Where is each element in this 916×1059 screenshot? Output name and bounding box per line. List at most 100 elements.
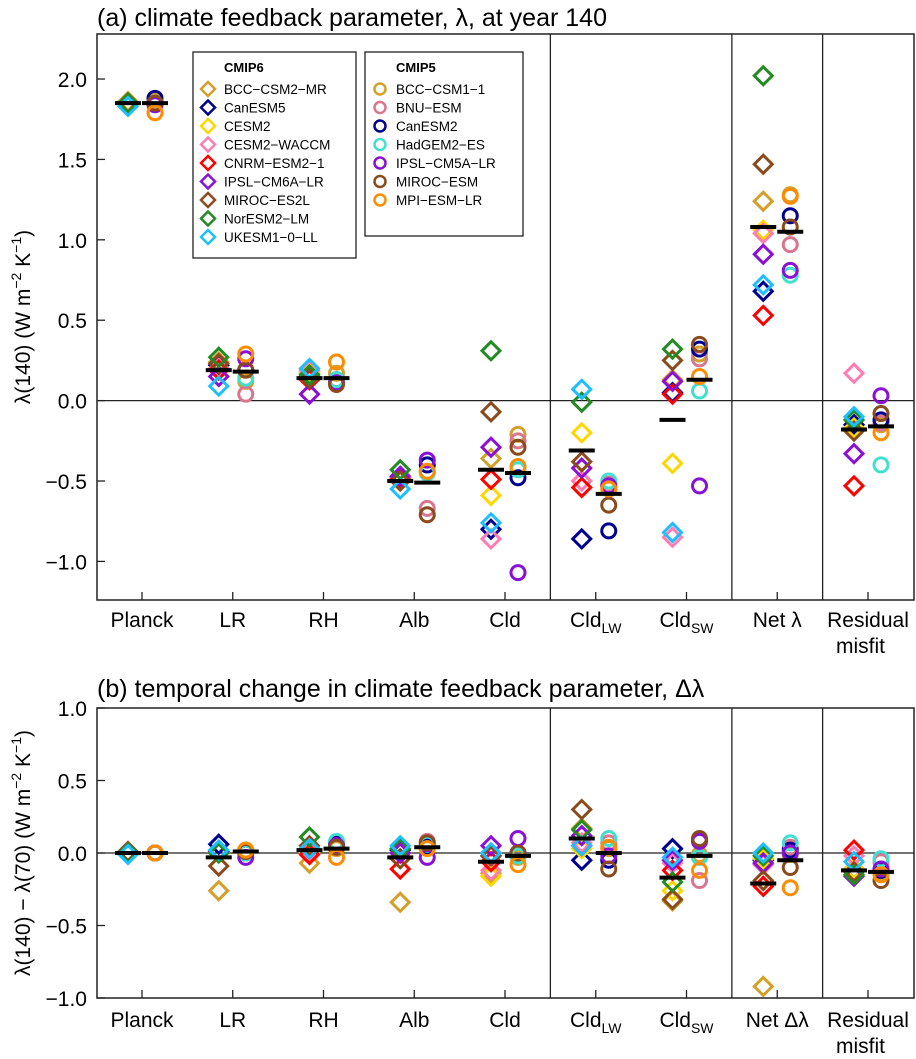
legend-diamond-icon <box>199 209 217 228</box>
cmip6-marker-5-1 <box>207 365 230 388</box>
legend-diamond-icon <box>199 135 217 154</box>
x-category-label-main: LR <box>219 609 246 632</box>
cmip6-marker-6-6 <box>661 349 684 372</box>
cmip6-marker-5-6 <box>661 849 684 872</box>
cmip5-marker-5-5 <box>600 860 618 878</box>
x-category-label: LR <box>219 609 246 632</box>
cmip5-marker-3-8 <box>872 456 890 474</box>
cmip5-marker-6-7 <box>781 879 799 897</box>
legend-entry: CNRM−ESM2−1 <box>224 156 325 171</box>
cmip6-marker-2-5 <box>570 421 593 444</box>
x-category-label-subscript: LW <box>602 620 623 636</box>
y-axis-label-sup: −1 <box>8 737 24 753</box>
cmip5-marker-4-3 <box>418 451 436 469</box>
cmip5-marker-5-5 <box>600 496 618 514</box>
cmip5-marker-4-8 <box>872 387 890 405</box>
cmip6-marker-1-1 <box>207 833 230 856</box>
legend-circle-icon <box>373 100 387 115</box>
x-category-label-main: Net Δλ <box>746 1009 810 1032</box>
cmip6-marker-8-3 <box>389 834 412 857</box>
cmip6-marker-6-2 <box>298 834 321 857</box>
cmip6-marker-6-2 <box>298 366 321 390</box>
cmip6-marker-8-8 <box>842 405 866 428</box>
panel-title: (a) climate feedback parameter, λ, at ye… <box>97 4 607 32</box>
cmip5-marker-1-7 <box>781 236 799 254</box>
cmip5-marker-2-5 <box>600 522 618 540</box>
cmip5-marker-6-7 <box>781 187 799 205</box>
legend-diamond-icon <box>199 98 217 117</box>
y-tick-label: 1.5 <box>58 149 87 172</box>
cmip6-marker-4-7 <box>752 304 775 327</box>
x-category-label-subscript: SW <box>691 620 714 636</box>
cmip6-marker-8-3 <box>389 477 412 501</box>
x-category-label-main: Planck <box>110 1009 174 1032</box>
y-tick-label: 0.5 <box>58 310 87 333</box>
cmip5-marker-5-3 <box>418 834 436 852</box>
x-category-label-main: RH <box>308 609 338 632</box>
legend-diamond-icon <box>199 228 217 246</box>
cmip6-marker-8-6 <box>661 846 684 869</box>
cmip6-marker-5-6 <box>661 370 684 393</box>
legend-cmip5: CMIP5 BCC−CSM1−1 BNU−ESM CanESM2 HadGEM2−ES I… <box>364 51 524 237</box>
cmip5-marker-0-2 <box>328 364 345 382</box>
legend-entry: UKESM1−0−LL <box>224 230 318 245</box>
legend-entry: MIROC−ESM <box>396 175 478 190</box>
y-axis-label-mid: K <box>12 253 35 273</box>
legend-entry: BNU−ESM <box>396 101 462 116</box>
cmip5-marker-4-6 <box>691 477 708 495</box>
cmip6-marker-6-7 <box>752 869 775 892</box>
y-axis-label: λ(140) − λ(70) (W m−2 K−1) <box>8 730 35 976</box>
x-category-label: CldSW <box>659 1009 714 1036</box>
cmip6-marker-3-7 <box>752 222 775 245</box>
cmip6-marker-5-4 <box>479 436 503 459</box>
cmip5-marker-6-0 <box>146 104 164 122</box>
y-axis-label-sup: −2 <box>8 773 24 789</box>
cmip5-marker-6-6 <box>691 367 708 385</box>
cmip5-marker-6-5 <box>600 480 618 498</box>
legend-circle-icon <box>373 156 387 170</box>
panel-a: (a) climate feedback parameter, λ, at ye… <box>8 4 915 658</box>
cmip5-marker-5-6 <box>691 335 708 353</box>
legend-entry: HadGEM2−ES <box>396 138 485 153</box>
cmip5-marker-5-4 <box>509 438 527 456</box>
x-category-label-main: RH <box>308 1009 338 1032</box>
cmip6-marker-3-5 <box>570 469 593 493</box>
legend-diamond-icon <box>199 154 217 172</box>
cmip6-marker-7-2 <box>298 825 321 849</box>
x-category-label: CldSW <box>659 609 714 636</box>
cmip5-marker-5-8 <box>872 404 890 422</box>
x-category-label-main: Cld <box>489 609 521 632</box>
x-category-label-subscript: LW <box>602 1020 623 1036</box>
cmip6-marker-8-7 <box>752 273 775 296</box>
cmip6-marker-1-7 <box>752 280 775 303</box>
cmip6-marker-8-6 <box>661 521 684 544</box>
cmip6-marker-0-4 <box>479 447 503 470</box>
cmip6-marker-3-4 <box>479 859 503 882</box>
legend-title: CMIP5 <box>396 60 436 75</box>
cmip5-marker-3-6 <box>691 382 708 400</box>
y-axis-label-end: ) <box>12 230 35 237</box>
cmip6-marker-5-4 <box>479 834 503 857</box>
cmip5-marker-6-2 <box>328 353 345 371</box>
panel-b: (b) temporal change in climate feedback … <box>8 675 915 1058</box>
legend-circle-icon <box>373 119 387 133</box>
x-category-label-subscript: SW <box>691 1020 714 1036</box>
x-category-label-main: Residual <box>827 1009 909 1032</box>
cmip5-marker-5-7 <box>781 218 799 236</box>
x-category-label: Alb <box>399 609 429 632</box>
y-tick-label: 1.0 <box>58 230 87 253</box>
y-axis-label-sup: −1 <box>8 237 24 253</box>
cmip5-marker-4-8 <box>872 860 890 878</box>
x-category-label: Planck <box>110 609 174 632</box>
x-category-label: Residual <box>827 1009 909 1032</box>
cmip6-marker-0-2 <box>298 852 321 875</box>
x-category-label-main: Cld <box>570 609 602 632</box>
cmip6-marker-1-5 <box>570 527 593 551</box>
cmip5-marker-3-5 <box>600 472 618 490</box>
cmip5-marker-0-6 <box>691 345 708 363</box>
x-category-label: Residual <box>827 609 909 632</box>
x-category-label: RH <box>308 609 338 632</box>
cmip6-marker-7-7 <box>752 64 775 87</box>
x-category-label-main: Cld <box>570 1009 602 1032</box>
cmip6-marker-8-2 <box>298 837 321 860</box>
